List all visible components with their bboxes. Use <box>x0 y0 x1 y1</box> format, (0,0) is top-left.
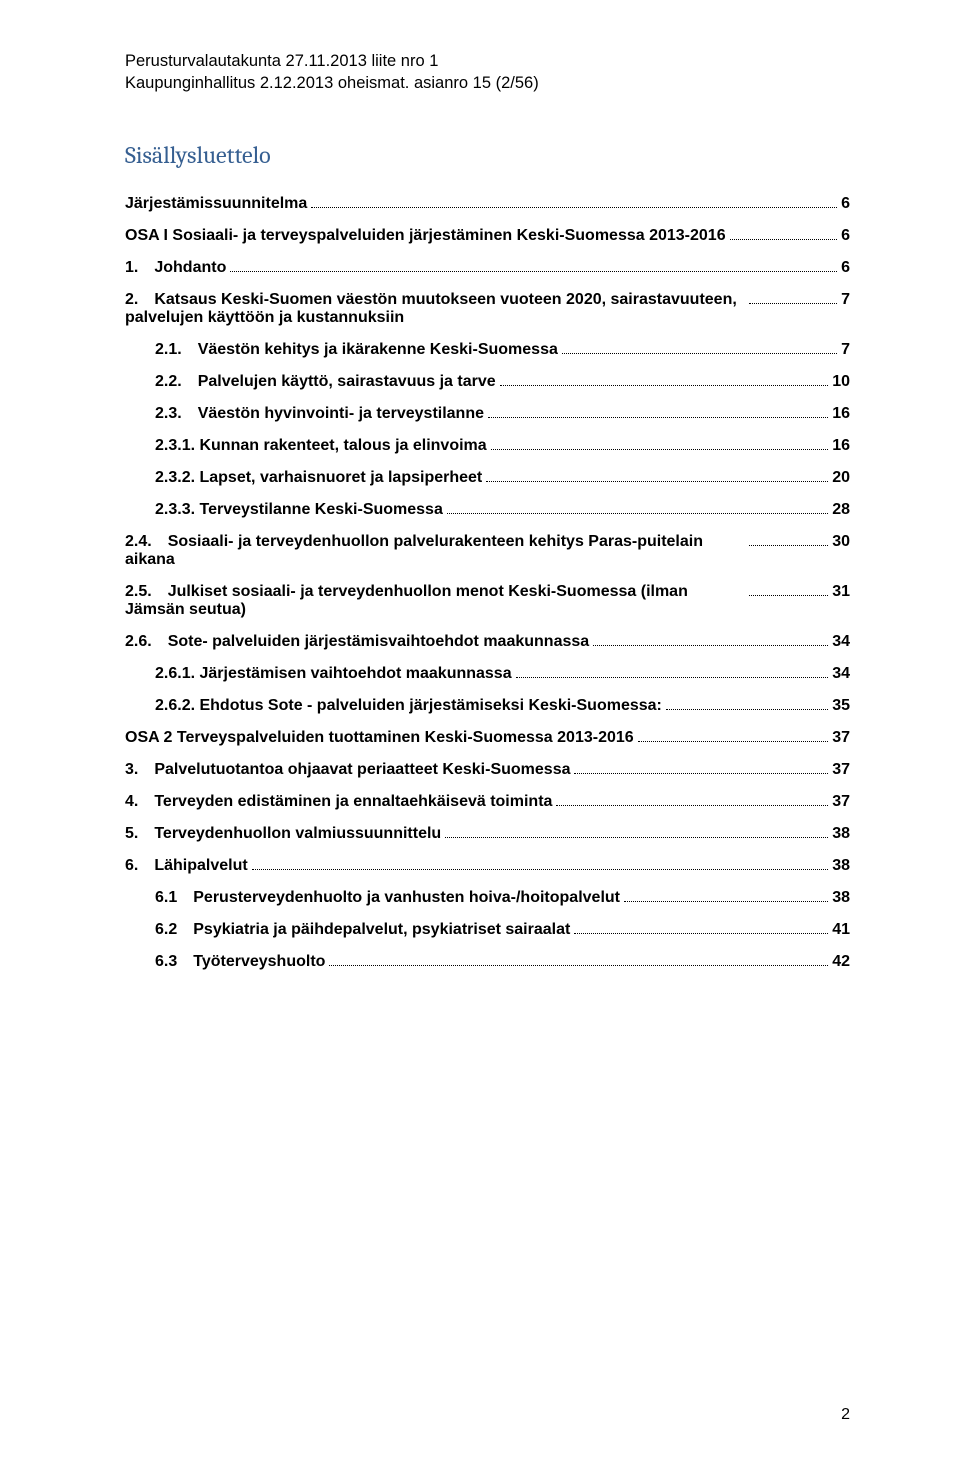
toc-leader-dots <box>491 438 829 449</box>
toc-entry-page: 35 <box>832 697 850 715</box>
header-line-2: Kaupunginhallitus 2.12.2013 oheismat. as… <box>125 72 850 94</box>
toc-entry: 5. Terveydenhuollon valmiussuunnittelu 38 <box>125 825 850 843</box>
toc-entry-label: 2.5. Julkiset sosiaali- ja terveydenhuol… <box>125 583 745 619</box>
toc-entry: 2.3. Väestön hyvinvointi- ja terveystila… <box>155 405 850 423</box>
toc-entry: 6. Lähipalvelut 38 <box>125 857 850 875</box>
toc-leader-dots <box>749 292 837 303</box>
toc-leader-dots <box>311 196 837 207</box>
toc-leader-dots <box>488 406 828 417</box>
toc-entry: 2. Katsaus Keski-Suomen väestön muutokse… <box>125 291 850 327</box>
toc-leader-dots <box>486 470 828 481</box>
page-number: 2 <box>841 1406 850 1424</box>
toc-entry-page: 16 <box>832 437 850 455</box>
toc-entry-page: 31 <box>832 583 850 601</box>
toc-leader-dots <box>666 698 828 709</box>
toc-entry-label: 2.4. Sosiaali- ja terveydenhuollon palve… <box>125 533 745 569</box>
toc-entry-page: 38 <box>832 889 850 907</box>
toc-entry-page: 20 <box>832 469 850 487</box>
toc-entry-page: 34 <box>832 665 850 683</box>
toc-entry-label: 2.1. Väestön kehitys ja ikärakenne Keski… <box>155 341 558 359</box>
toc-entry-label: 6.1 Perusterveydenhuolto ja vanhusten ho… <box>155 889 620 907</box>
toc-entry: 2.6.1. Järjestämisen vaihtoehdot maakunn… <box>155 665 850 683</box>
toc-entry-label: OSA I Sosiaali- ja terveyspalveluiden jä… <box>125 227 726 245</box>
toc-leader-dots <box>574 922 828 933</box>
document-header: Perusturvalautakunta 27.11.2013 liite nr… <box>125 50 850 95</box>
toc-entry: 2.6. Sote- palveluiden järjestämisvaihto… <box>125 633 850 651</box>
toc-leader-dots <box>500 374 829 385</box>
toc-entry-page: 38 <box>832 825 850 843</box>
toc-entry-label: 2.3.2. Lapset, varhaisnuoret ja lapsiper… <box>155 469 482 487</box>
toc-entry-label: 2. Katsaus Keski-Suomen väestön muutokse… <box>125 291 745 327</box>
toc-entry-page: 38 <box>832 857 850 875</box>
toc-entry-label: 3. Palvelutuotantoa ohjaavat periaatteet… <box>125 761 570 779</box>
toc-entry-page: 10 <box>832 373 850 391</box>
toc-entry: 3. Palvelutuotantoa ohjaavat periaatteet… <box>125 761 850 779</box>
toc-entry: OSA 2 Terveyspalveluiden tuottaminen Kes… <box>125 729 850 747</box>
toc-entry: 2.3.1. Kunnan rakenteet, talous ja elinv… <box>155 437 850 455</box>
toc-entry-label: 6.2 Psykiatria ja päihdepalvelut, psykia… <box>155 921 570 939</box>
toc-entry-page: 28 <box>832 501 850 519</box>
toc-entry: OSA I Sosiaali- ja terveyspalveluiden jä… <box>125 227 850 245</box>
toc-entry-label: 4. Terveyden edistäminen ja ennaltaehkäi… <box>125 793 552 811</box>
toc-leader-dots <box>593 634 828 645</box>
toc-entry: 6.1 Perusterveydenhuolto ja vanhusten ho… <box>155 889 850 907</box>
toc-leader-dots <box>749 534 828 545</box>
toc-entry-label: 2.3. Väestön hyvinvointi- ja terveystila… <box>155 405 484 423</box>
toc-entry-page: 6 <box>841 227 850 245</box>
toc-leader-dots <box>252 858 829 869</box>
toc-leader-dots <box>445 826 828 837</box>
toc-entry-label: 2.6.2. Ehdotus Sote - palveluiden järjes… <box>155 697 662 715</box>
toc-entry: 4. Terveyden edistäminen ja ennaltaehkäi… <box>125 793 850 811</box>
toc-entry-page: 6 <box>841 195 850 213</box>
toc-entry-page: 37 <box>832 729 850 747</box>
toc-leader-dots <box>638 730 829 741</box>
toc-entry-page: 37 <box>832 793 850 811</box>
toc-entry: 2.5. Julkiset sosiaali- ja terveydenhuol… <box>125 583 850 619</box>
toc-leader-dots <box>230 260 837 271</box>
toc-entry: 1. Johdanto 6 <box>125 259 850 277</box>
header-line-1: Perusturvalautakunta 27.11.2013 liite nr… <box>125 50 850 72</box>
toc-entry-page: 16 <box>832 405 850 423</box>
toc-leader-dots <box>624 890 828 901</box>
toc-entry-label: 2.2. Palvelujen käyttö, sairastavuus ja … <box>155 373 496 391</box>
toc-entry-page: 41 <box>832 921 850 939</box>
toc-leader-dots <box>574 762 828 773</box>
toc-entry-label: 2.6.1. Järjestämisen vaihtoehdot maakunn… <box>155 665 512 683</box>
toc-leader-dots <box>447 502 828 513</box>
toc-entry-page: 7 <box>841 291 850 309</box>
toc-entry: 2.6.2. Ehdotus Sote - palveluiden järjes… <box>155 697 850 715</box>
toc-entry-label: 6. Lähipalvelut <box>125 857 248 875</box>
toc-leader-dots <box>749 584 828 595</box>
toc-entry: 2.2. Palvelujen käyttö, sairastavuus ja … <box>155 373 850 391</box>
toc-entry-label: 2.3.1. Kunnan rakenteet, talous ja elinv… <box>155 437 487 455</box>
toc-entry: 6.3 Työterveyshuolto 42 <box>155 953 850 971</box>
toc-entry-page: 7 <box>841 341 850 359</box>
toc-leader-dots <box>329 954 828 965</box>
toc-entry-label: OSA 2 Terveyspalveluiden tuottaminen Kes… <box>125 729 634 747</box>
toc-entry-label: 2.3.3. Terveystilanne Keski-Suomessa <box>155 501 443 519</box>
toc-entry: 2.4. Sosiaali- ja terveydenhuollon palve… <box>125 533 850 569</box>
toc-entry-label: 6.3 Työterveyshuolto <box>155 953 325 971</box>
table-of-contents: Järjestämissuunnitelma 6 OSA I Sosiaali- j… <box>125 195 850 971</box>
toc-entry-label: Järjestämissuunnitelma <box>125 195 307 213</box>
toc-entry: 2.3.2. Lapset, varhaisnuoret ja lapsiper… <box>155 469 850 487</box>
toc-entry-label: 2.6. Sote- palveluiden järjestämisvaihto… <box>125 633 589 651</box>
toc-leader-dots <box>516 666 829 677</box>
toc-entry: Järjestämissuunnitelma 6 <box>125 195 850 213</box>
toc-entry-page: 37 <box>832 761 850 779</box>
toc-entry: 6.2 Psykiatria ja päihdepalvelut, psykia… <box>155 921 850 939</box>
page: Perusturvalautakunta 27.11.2013 liite nr… <box>0 0 960 1464</box>
toc-entry-page: 30 <box>832 533 850 551</box>
toc-entry: 2.1. Väestön kehitys ja ikärakenne Keski… <box>155 341 850 359</box>
toc-entry-page: 6 <box>841 259 850 277</box>
toc-entry-label: 1. Johdanto <box>125 259 226 277</box>
toc-leader-dots <box>556 794 828 805</box>
toc-leader-dots <box>562 342 837 353</box>
toc-title: Sisällysluettelo <box>125 141 850 169</box>
toc-leader-dots <box>730 228 838 239</box>
toc-entry-label: 5. Terveydenhuollon valmiussuunnittelu <box>125 825 441 843</box>
toc-entry-page: 42 <box>832 953 850 971</box>
toc-entry: 2.3.3. Terveystilanne Keski-Suomessa 28 <box>155 501 850 519</box>
toc-entry-page: 34 <box>832 633 850 651</box>
